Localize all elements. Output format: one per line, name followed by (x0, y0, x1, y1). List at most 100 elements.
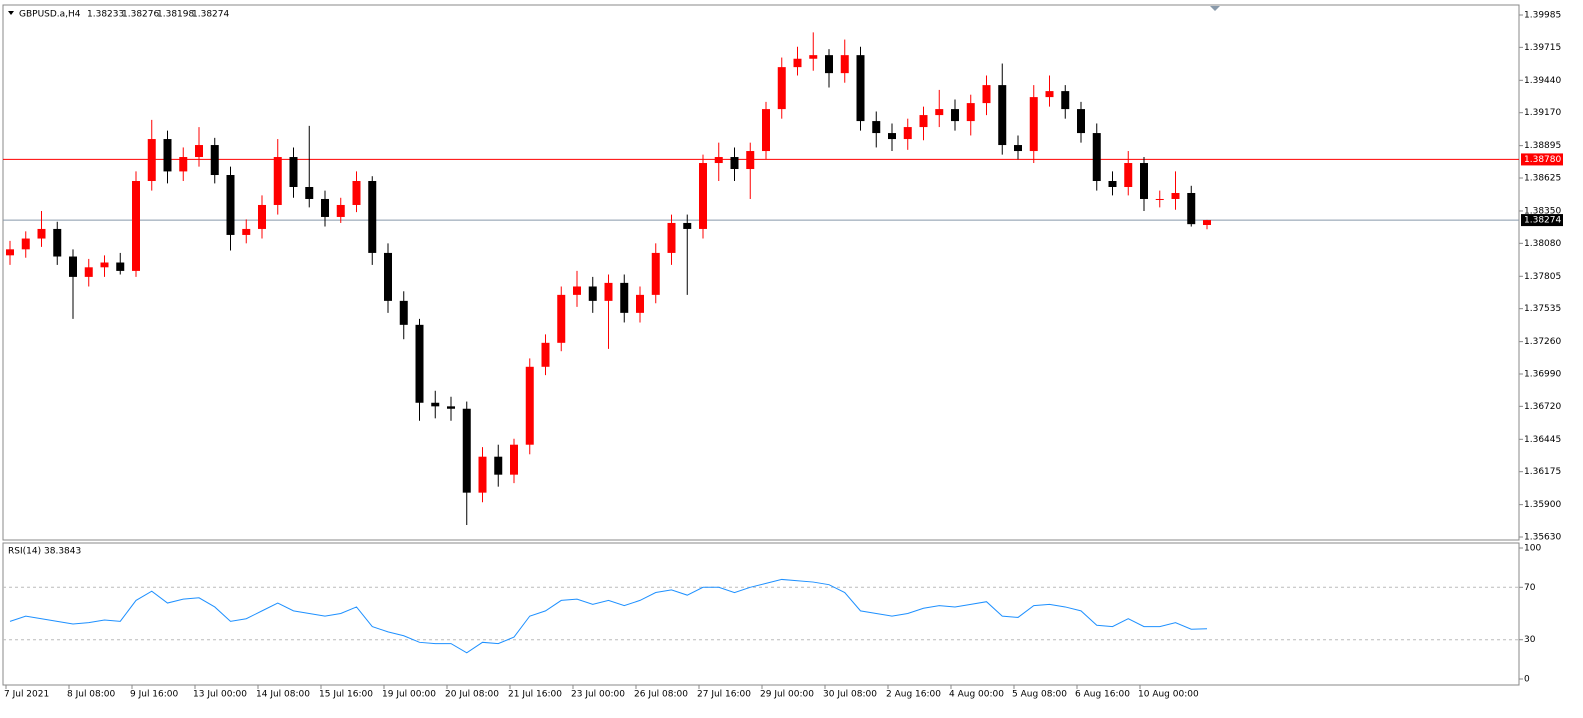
candle-body (714, 157, 723, 164)
candle-body (368, 181, 377, 253)
candle-body (651, 252, 660, 295)
candle-body (588, 286, 597, 301)
candle-body (573, 286, 581, 295)
y-tick-label: 1.39170 (1524, 108, 1561, 118)
x-tick-label: 29 Jul 00:00 (760, 690, 814, 700)
x-tick-label: 14 Jul 08:00 (256, 690, 310, 700)
y-tick-label: 1.39985 (1524, 10, 1561, 20)
candle-body (919, 115, 928, 128)
y-tick-label: 0 (1524, 675, 1530, 685)
shift-marker (1210, 6, 1220, 11)
candle-body (888, 133, 896, 140)
x-tick-label: 27 Jul 16:00 (697, 690, 751, 700)
candle-body (478, 456, 487, 493)
candle-body (258, 204, 266, 229)
rsi-pane (2, 542, 1520, 686)
y-tick-label: 1.37260 (1524, 337, 1561, 347)
y-tick-label: 1.38080 (1524, 239, 1561, 249)
candle-body (179, 157, 188, 172)
candle-body (116, 262, 125, 271)
candle-body (431, 402, 440, 407)
ohlc-high: 1.38276 (122, 10, 159, 20)
x-tick-label: 21 Jul 16:00 (508, 690, 562, 700)
y-tick-label: 1.35900 (1524, 500, 1561, 510)
candle-body (84, 267, 93, 277)
x-tick-label: 13 Jul 00:00 (193, 690, 247, 700)
candle-body (636, 294, 644, 313)
rsi-title: RSI(14) (8, 547, 41, 557)
candle-body (951, 109, 959, 122)
candle-body (305, 186, 314, 199)
candle-body (840, 55, 849, 74)
candle-body (746, 151, 755, 170)
y-tick-label: 1.36445 (1524, 435, 1561, 445)
candle-body (1140, 163, 1148, 199)
candle-body (100, 262, 109, 268)
y-tick-label: 1.37535 (1524, 304, 1561, 314)
candle-body (132, 181, 140, 271)
y-tick-label: 1.38625 (1524, 174, 1561, 184)
x-tick-label: 15 Jul 16:00 (319, 690, 373, 700)
symbol-title: GBPUSD.a,H4 (19, 10, 81, 20)
candle-body (1077, 109, 1085, 134)
x-tick-label: 26 Jul 08:00 (634, 690, 688, 700)
candle-body (69, 256, 77, 277)
x-tick-label: 20 Jul 08:00 (445, 690, 499, 700)
candle-body (415, 324, 424, 403)
candle-body (683, 222, 692, 229)
x-tick-label: 9 Jul 16:00 (130, 690, 179, 700)
x-tick-label: 5 Aug 08:00 (1012, 690, 1067, 700)
candle-body (825, 55, 833, 74)
candle-body (1187, 192, 1196, 225)
ohlc-close: 1.38274 (192, 10, 229, 20)
candle-body (966, 103, 975, 122)
candle-body (1155, 198, 1164, 200)
candle-body (541, 342, 550, 367)
price-pane (2, 4, 1520, 541)
y-tick-label: 1.37805 (1524, 272, 1561, 282)
candle-body (147, 139, 156, 182)
candle-body (793, 58, 802, 68)
candle-body (163, 139, 172, 172)
candle-body (1092, 133, 1101, 182)
price-line-tag (1521, 153, 1563, 166)
y-tick-label: 1.36720 (1524, 402, 1561, 412)
price-line-label: 1.38780 (1524, 155, 1561, 165)
candle-body (1171, 192, 1180, 199)
candle-body (982, 85, 991, 104)
candle-body (525, 366, 534, 445)
x-tick-label: 10 Aug 00:00 (1138, 690, 1199, 700)
candle-body (1014, 145, 1022, 152)
candle-body (53, 228, 62, 257)
candle-body (856, 55, 865, 122)
rsi-value: 38.3843 (44, 547, 81, 557)
x-tick-label: 30 Jul 08:00 (823, 690, 877, 700)
price-line-tag (1521, 214, 1563, 227)
candle-body (210, 145, 219, 176)
x-tick-label: 8 Jul 08:00 (67, 690, 116, 700)
candle-body (447, 406, 455, 409)
symbol-arrow (8, 11, 14, 15)
candle-body (321, 198, 329, 217)
y-tick-label: 1.39715 (1524, 43, 1561, 53)
candle-body (777, 67, 786, 110)
candle-body (242, 228, 251, 235)
candle-body (462, 408, 471, 493)
y-tick-label: 1.38350 (1524, 206, 1561, 216)
candle-body (935, 109, 944, 116)
candle-body (730, 157, 739, 170)
candle-body (1045, 91, 1054, 98)
y-tick-label: 1.39440 (1524, 76, 1561, 86)
y-tick-label: 1.38895 (1524, 141, 1561, 151)
y-tick-label: 70 (1524, 583, 1536, 593)
candle-body (1203, 220, 1211, 225)
x-tick-label: 4 Aug 00:00 (949, 690, 1004, 700)
price-line-label: 1.38274 (1524, 216, 1561, 226)
candle-body (667, 222, 676, 253)
y-tick-label: 30 (1524, 635, 1536, 645)
candle-body (37, 228, 46, 239)
y-tick-label: 1.35630 (1524, 533, 1561, 543)
candle-body (399, 300, 408, 325)
candle-body (1029, 97, 1038, 152)
candle-body (557, 294, 566, 343)
